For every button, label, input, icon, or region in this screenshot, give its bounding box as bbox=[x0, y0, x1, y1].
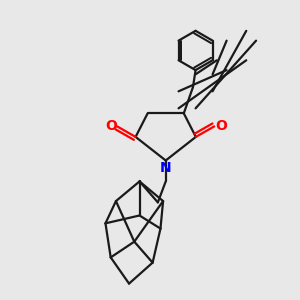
Text: O: O bbox=[215, 119, 227, 134]
Text: N: N bbox=[160, 161, 172, 175]
Text: O: O bbox=[105, 119, 117, 134]
